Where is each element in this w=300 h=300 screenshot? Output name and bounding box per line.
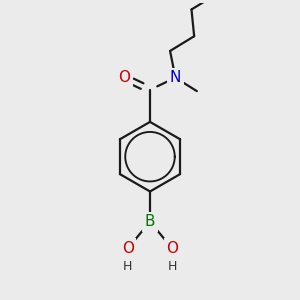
Text: O: O bbox=[166, 241, 178, 256]
Text: O: O bbox=[118, 70, 130, 85]
Text: H: H bbox=[167, 260, 177, 273]
Text: H: H bbox=[123, 260, 133, 273]
Text: N: N bbox=[170, 70, 181, 85]
Text: O: O bbox=[122, 241, 134, 256]
Text: B: B bbox=[145, 214, 155, 229]
